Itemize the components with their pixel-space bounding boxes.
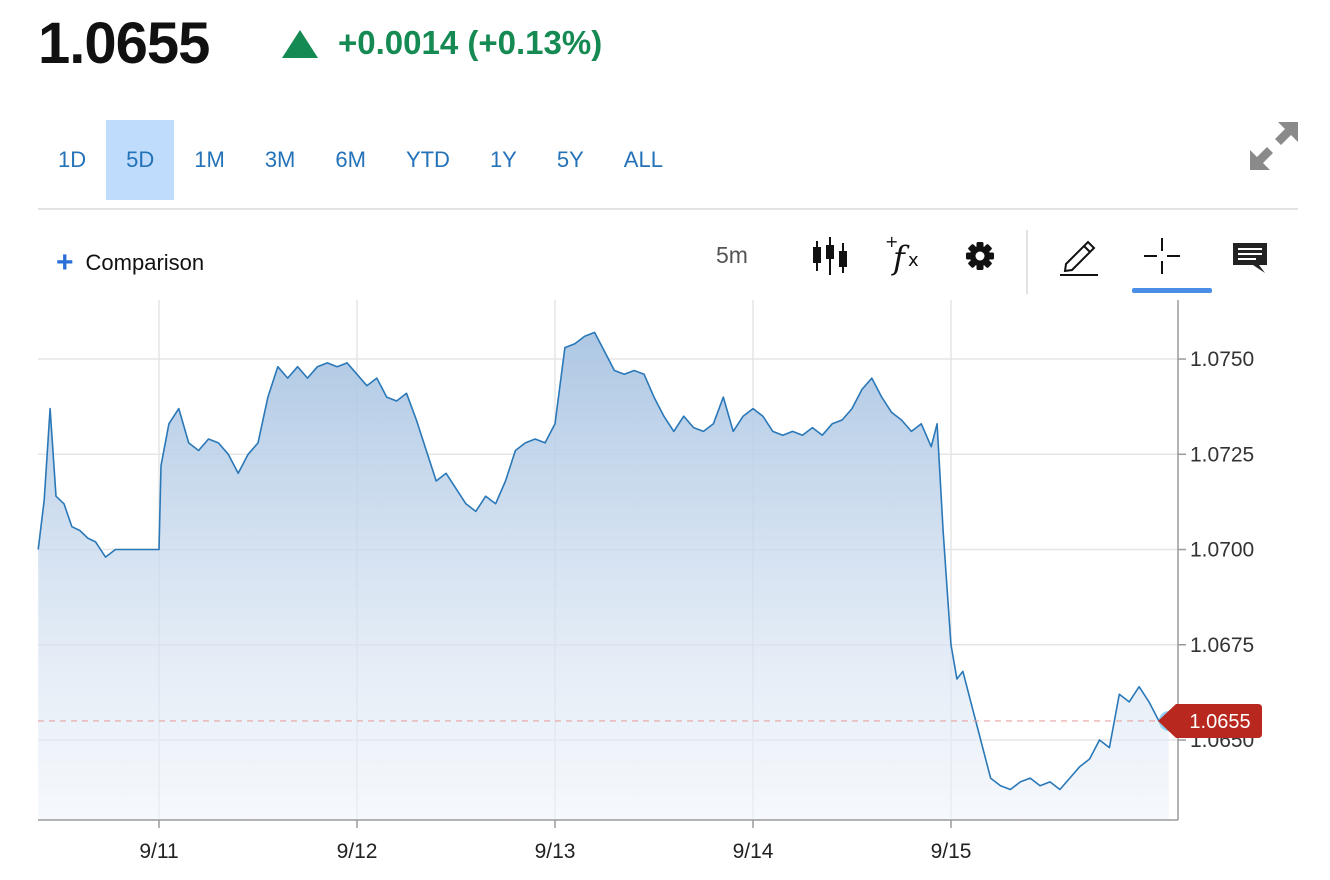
comparison-label: Comparison: [85, 250, 205, 275]
last-price: 1.0655: [38, 11, 210, 76]
comment-icon[interactable]: [1226, 232, 1274, 280]
y-tick-label: 1.0675: [1190, 634, 1254, 657]
range-tab-ytd[interactable]: YTD: [405, 147, 450, 172]
price-line: [37, 331, 1169, 791]
svg-text:+: +: [885, 233, 898, 251]
range-tab-5y[interactable]: 5Y: [556, 147, 584, 172]
y-tick-label: 1.0700: [1190, 539, 1254, 562]
toolbar-divider: [1026, 230, 1028, 294]
range-tab-1m[interactable]: 1M: [194, 147, 225, 172]
interval-selector[interactable]: 5m: [716, 242, 748, 268]
y-tick-label: 1.0750: [1190, 348, 1254, 371]
range-tab-1d[interactable]: 1D: [58, 147, 87, 172]
last-price-marker: 1.0655: [38, 703, 1262, 738]
up-triangle-icon: [282, 30, 318, 58]
last-price-tag-label: 1.0655: [1189, 711, 1250, 733]
comparison-button[interactable]: + Comparison: [56, 248, 204, 278]
crosshair-icon[interactable]: [1138, 232, 1186, 280]
y-tick-label: 1.0725: [1190, 443, 1254, 466]
settings-icon[interactable]: [956, 232, 1004, 280]
range-tabs: 1D 5D 1M 3M 6M YTD 1Y 5Y ALL: [38, 120, 683, 200]
last-price-tag: [1158, 703, 1262, 738]
x-tick-label: 9/15: [931, 840, 972, 863]
x-tick-label: 9/13: [535, 840, 576, 863]
price-area: [38, 332, 1169, 820]
price-change-text: +0.0014 (+0.13%): [338, 24, 603, 61]
svg-text:x: x: [908, 250, 919, 271]
header-divider: [38, 208, 1298, 210]
range-tab-3m[interactable]: 3M: [264, 147, 296, 172]
range-tab-5d[interactable]: 5D: [106, 120, 175, 200]
price-change: +0.0014 (+0.13%): [282, 24, 602, 62]
function-icon[interactable]: + f x: [880, 232, 928, 280]
range-tab-1y[interactable]: 1Y: [489, 147, 517, 172]
x-tick-label: 9/11: [139, 840, 178, 863]
x-tick-label: 9/12: [337, 840, 378, 863]
plus-icon: +: [56, 246, 74, 279]
expand-icon[interactable]: [1246, 118, 1302, 174]
x-tick-label: 9/14: [733, 840, 774, 863]
range-tab-6m[interactable]: 6M: [335, 147, 366, 172]
candlestick-icon[interactable]: [806, 232, 854, 280]
range-tab-all[interactable]: ALL: [623, 147, 663, 172]
draw-icon[interactable]: [1054, 232, 1102, 280]
active-tool-indicator: [1132, 288, 1212, 293]
